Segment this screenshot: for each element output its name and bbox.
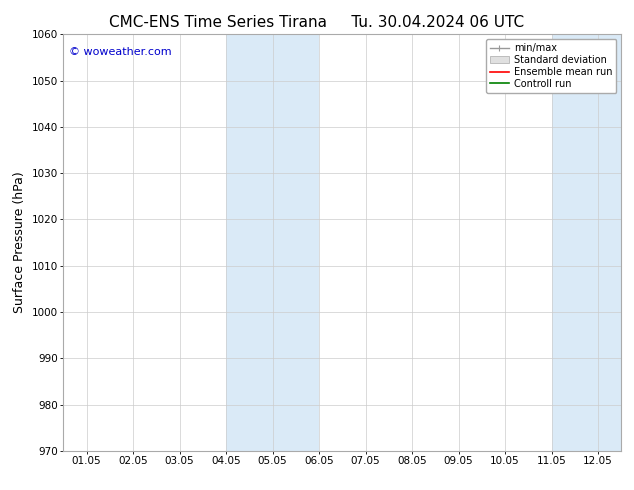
Y-axis label: Surface Pressure (hPa): Surface Pressure (hPa) <box>13 172 26 314</box>
Bar <box>273 34 319 451</box>
Bar <box>552 34 598 451</box>
Bar <box>598 34 621 451</box>
Text: © woweather.com: © woweather.com <box>69 47 172 57</box>
Legend: min/max, Standard deviation, Ensemble mean run, Controll run: min/max, Standard deviation, Ensemble me… <box>486 39 616 93</box>
Bar <box>226 34 273 451</box>
Text: CMC-ENS Time Series Tirana     Tu. 30.04.2024 06 UTC: CMC-ENS Time Series Tirana Tu. 30.04.202… <box>110 15 524 30</box>
